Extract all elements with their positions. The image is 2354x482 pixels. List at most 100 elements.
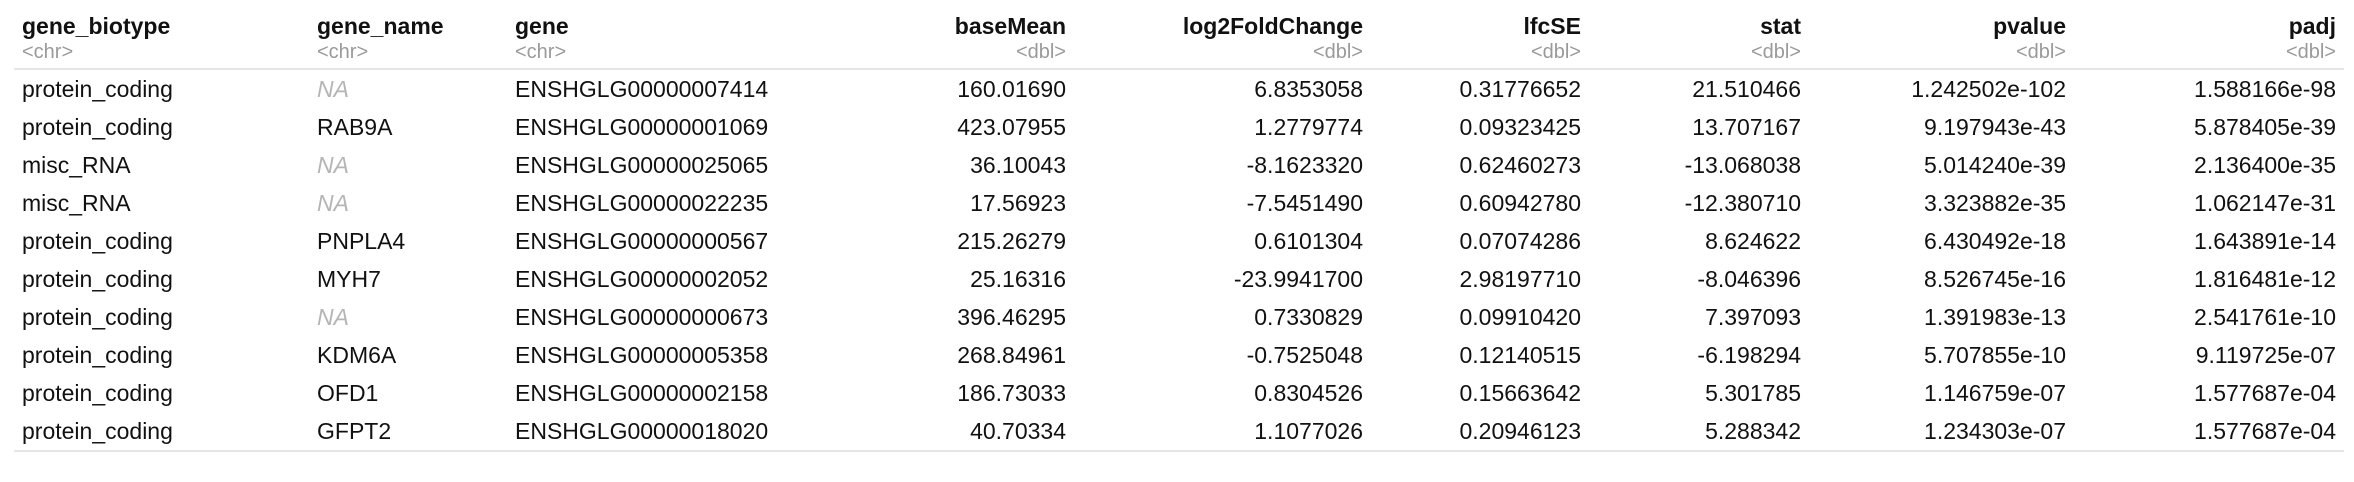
column-header-log2foldchange: log2FoldChange <dbl> xyxy=(1074,6,1371,70)
cell-stat: 21.510466 xyxy=(1692,76,1801,102)
cell-log2foldchange: 0.8304526 xyxy=(1254,380,1363,406)
column-type: <dbl> xyxy=(2015,41,2066,63)
column-type: <chr> xyxy=(22,41,74,63)
table-row: protein_coding MYH7 ENSHGLG00000002052 25.1… xyxy=(14,260,2344,298)
cell-padj: 1.062147e-31 xyxy=(2194,190,2336,216)
column-type: <dbl> xyxy=(1530,41,1581,63)
cell-padj: 9.119725e-07 xyxy=(2195,342,2336,368)
column-name: lfcSE xyxy=(1523,13,1581,39)
cell-padj: 5.878405e-39 xyxy=(2194,114,2336,140)
column-header-gene: gene <chr> xyxy=(507,6,807,70)
cell-basemean: 25.16316 xyxy=(970,266,1066,292)
cell-basemean: 268.84961 xyxy=(957,342,1066,368)
cell-stat: -8.046396 xyxy=(1697,266,1801,292)
cell-gene-biotype: misc_RNA xyxy=(22,152,131,178)
cell-stat: 7.397093 xyxy=(1705,304,1801,330)
cell-padj: 2.136400e-35 xyxy=(2194,152,2336,178)
cell-gene: ENSHGLG00000005358 xyxy=(515,342,769,368)
cell-gene: ENSHGLG00000018020 xyxy=(507,412,807,452)
cell-pvalue: 5.707855e-10 xyxy=(1924,342,2066,368)
table-row: protein_coding KDM6A ENSHGLG00000005358 268… xyxy=(14,336,2344,374)
cell-gene-name: MYH7 xyxy=(317,266,381,292)
table-row: protein_coding NA ENSHGLG00000007414 160.01… xyxy=(14,69,2344,108)
table-row: misc_RNA NA ENSHGLG00000022235 17.56923 -7.5… xyxy=(14,184,2344,222)
cell-pvalue: 6.430492e-18 xyxy=(1924,228,2066,254)
column-header-lfcse: lfcSE <dbl> xyxy=(1371,6,1589,70)
results-table-container: gene_biotype <chr> gene_name <chr> gene <chr>… xyxy=(14,6,2344,452)
table-row: protein_coding GFPT2 ENSHGLG00000018020 40.… xyxy=(14,412,2344,452)
cell-gene: ENSHGLG00000002158 xyxy=(515,380,769,406)
cell-gene: ENSHGLG00000000567 xyxy=(515,228,769,254)
cell-pvalue: 1.234303e-07 xyxy=(1809,412,2074,452)
cell-pvalue: 1.146759e-07 xyxy=(1924,380,2066,406)
cell-lfcse: 0.60942780 xyxy=(1459,190,1581,216)
cell-basemean: 160.01690 xyxy=(957,76,1066,102)
table-header: gene_biotype <chr> gene_name <chr> gene <chr>… xyxy=(14,6,2344,70)
cell-gene-name: PNPLA4 xyxy=(317,228,406,254)
column-name: gene_biotype xyxy=(22,13,171,39)
cell-gene-biotype: protein_coding xyxy=(22,380,173,406)
cell-gene-biotype: protein_coding xyxy=(22,266,173,292)
cell-gene-name: NA xyxy=(317,76,349,102)
column-name: pvalue xyxy=(1993,13,2066,39)
cell-basemean: 40.70334 xyxy=(807,412,1074,452)
cell-log2foldchange: 0.7330829 xyxy=(1254,304,1363,330)
cell-pvalue: 8.526745e-16 xyxy=(1924,266,2066,292)
column-type: <dbl> xyxy=(1312,41,1363,63)
cell-stat: 5.301785 xyxy=(1705,380,1801,406)
table-row: protein_coding NA ENSHGLG00000000673 396.46… xyxy=(14,298,2344,336)
cell-padj: 1.577687e-04 xyxy=(2074,412,2344,452)
cell-gene-biotype: protein_coding xyxy=(22,304,173,330)
table-row: misc_RNA NA ENSHGLG00000025065 36.10043 -8.1… xyxy=(14,146,2344,184)
cell-padj: 1.588166e-98 xyxy=(2194,76,2336,102)
column-header-gene-biotype: gene_biotype <chr> xyxy=(14,6,309,70)
cell-gene-name: RAB9A xyxy=(317,114,393,140)
cell-pvalue: 3.323882e-35 xyxy=(1924,190,2066,216)
cell-lfcse: 0.12140515 xyxy=(1459,342,1581,368)
deseq-results-table: gene_biotype <chr> gene_name <chr> gene <chr>… xyxy=(14,6,2344,452)
cell-lfcse: 0.62460273 xyxy=(1459,152,1581,178)
column-type: <chr> xyxy=(317,41,369,63)
cell-gene: ENSHGLG00000002052 xyxy=(515,266,769,292)
cell-padj: 1.816481e-12 xyxy=(2194,266,2336,292)
cell-gene: ENSHGLG00000007414 xyxy=(515,76,769,102)
cell-basemean: 17.56923 xyxy=(970,190,1066,216)
cell-log2foldchange: 1.1077026 xyxy=(1074,412,1371,452)
cell-gene-name: NA xyxy=(317,152,349,178)
cell-gene: ENSHGLG00000022235 xyxy=(515,190,769,216)
column-header-gene-name: gene_name <chr> xyxy=(309,6,507,70)
cell-gene-biotype: protein_coding xyxy=(22,228,173,254)
table-row: protein_coding PNPLA4 ENSHGLG00000000567 21… xyxy=(14,222,2344,260)
cell-lfcse: 0.15663642 xyxy=(1459,380,1581,406)
column-name: baseMean xyxy=(954,13,1066,39)
cell-gene: ENSHGLG00000000673 xyxy=(515,304,769,330)
cell-lfcse: 0.07074286 xyxy=(1459,228,1581,254)
cell-lfcse: 0.20946123 xyxy=(1371,412,1589,452)
cell-padj: 1.643891e-14 xyxy=(2194,228,2336,254)
cell-gene-name: GFPT2 xyxy=(309,412,507,452)
table-row: protein_coding RAB9A ENSHGLG00000001069 423… xyxy=(14,108,2344,146)
cell-stat: -12.380710 xyxy=(1684,190,1801,216)
column-header-stat: stat <dbl> xyxy=(1589,6,1809,70)
cell-gene-biotype: protein_coding xyxy=(22,342,173,368)
cell-basemean: 423.07955 xyxy=(957,114,1066,140)
cell-gene-name: OFD1 xyxy=(317,380,379,406)
column-name: gene xyxy=(515,13,569,39)
cell-padj: 2.541761e-10 xyxy=(2194,304,2336,330)
cell-stat: 13.707167 xyxy=(1692,114,1801,140)
cell-stat: -13.068038 xyxy=(1684,152,1801,178)
cell-pvalue: 1.242502e-102 xyxy=(1911,76,2066,102)
column-type: <dbl> xyxy=(1015,41,1066,63)
cell-basemean: 36.10043 xyxy=(970,152,1066,178)
cell-log2foldchange: -23.9941700 xyxy=(1233,266,1363,292)
cell-pvalue: 9.197943e-43 xyxy=(1924,114,2066,140)
cell-stat: -6.198294 xyxy=(1697,342,1801,368)
column-header-basemean: baseMean <dbl> xyxy=(807,6,1074,70)
cell-log2foldchange: 6.8353058 xyxy=(1254,76,1363,102)
table-row: protein_coding OFD1 ENSHGLG00000002158 186.… xyxy=(14,374,2344,412)
cell-lfcse: 0.09323425 xyxy=(1459,114,1581,140)
cell-gene-name: KDM6A xyxy=(317,342,397,368)
cell-gene-biotype: protein_coding xyxy=(14,412,309,452)
cell-pvalue: 1.391983e-13 xyxy=(1924,304,2066,330)
table-body: protein_coding NA ENSHGLG00000007414 160.01… xyxy=(14,69,2344,452)
